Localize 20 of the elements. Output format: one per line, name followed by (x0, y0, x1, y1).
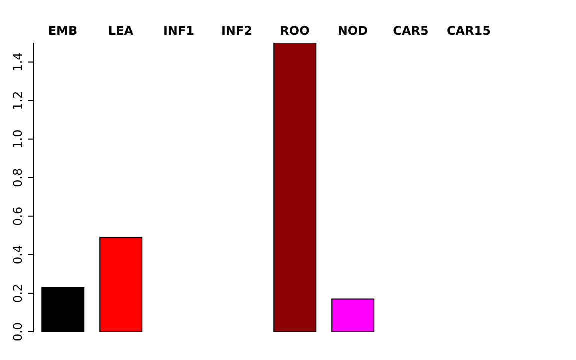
x-tick-label: LEA (108, 24, 134, 38)
y-tick-label: 1.2 (11, 91, 25, 110)
x-tick-label: INF2 (221, 24, 253, 38)
y-tick-label: 0.8 (11, 168, 25, 188)
y-tick-label: 1.4 (11, 52, 25, 72)
y-tick-label: 1.0 (11, 130, 25, 149)
bar (274, 43, 317, 332)
x-tick-label: CAR5 (393, 24, 429, 38)
bar (100, 237, 143, 332)
bar (332, 298, 375, 332)
bar (42, 287, 85, 332)
y-tick-label: 0.2 (11, 284, 25, 304)
x-tick-label: EMB (48, 24, 78, 38)
x-tick-label: CAR15 (446, 24, 492, 38)
y-tick-label: 0.0 (11, 322, 25, 342)
y-tick-label: 0.4 (11, 245, 25, 264)
x-tick-label: ROO (280, 24, 310, 38)
x-tick-label: INF1 (163, 24, 195, 38)
x-tick-label: NOD (338, 24, 368, 38)
y-tick-label: 0.6 (11, 206, 25, 226)
